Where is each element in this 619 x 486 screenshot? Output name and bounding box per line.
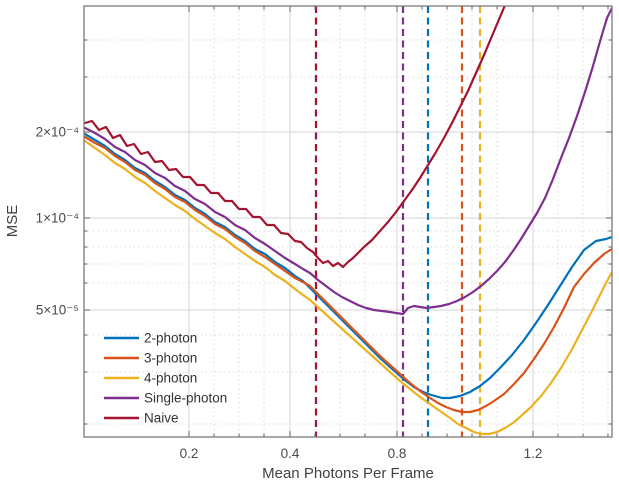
y-tick-label: 2×10⁻⁴: [36, 125, 80, 140]
x-tick-label: 0.8: [388, 446, 407, 461]
axis-ticks: [84, 6, 612, 437]
y-axis-label: MSE: [4, 205, 21, 238]
axes-box: [83, 5, 613, 438]
x-tick-label: 0.2: [180, 446, 199, 461]
legend-label: Naive: [144, 411, 179, 426]
series-line-single-photon: [84, 6, 612, 316]
x-tick-label: 1.2: [524, 446, 543, 461]
legend-label: 3-photon: [144, 351, 197, 366]
series-line-3-photon: [84, 135, 612, 414]
legend: 2-photon 3-photon 4-photon Single-photon Nai…: [104, 331, 227, 426]
legend-label: 4-photon: [144, 371, 197, 386]
series-line-4-photon: [84, 139, 612, 436]
series-line-naive: [84, 6, 506, 269]
x-tick-label: 0.4: [281, 446, 300, 461]
x-axis-label: Mean Photons Per Frame: [262, 465, 434, 482]
series-line-2-photon: [84, 132, 612, 400]
axis-tick-labels: 0.2 0.4 0.8 1.2 2×10⁻⁴ 1×10⁻⁴ 5×10⁻⁵: [36, 125, 543, 462]
optimal-rate-dashed-lines: [314, 6, 482, 437]
data-series-lines: [84, 6, 612, 436]
legend-label: 2-photon: [144, 331, 197, 346]
legend-label: Single-photon: [144, 391, 227, 406]
y-tick-label: 1×10⁻⁴: [36, 211, 80, 226]
y-tick-label: 5×10⁻⁵: [36, 303, 79, 318]
grid-lines: [84, 6, 612, 437]
